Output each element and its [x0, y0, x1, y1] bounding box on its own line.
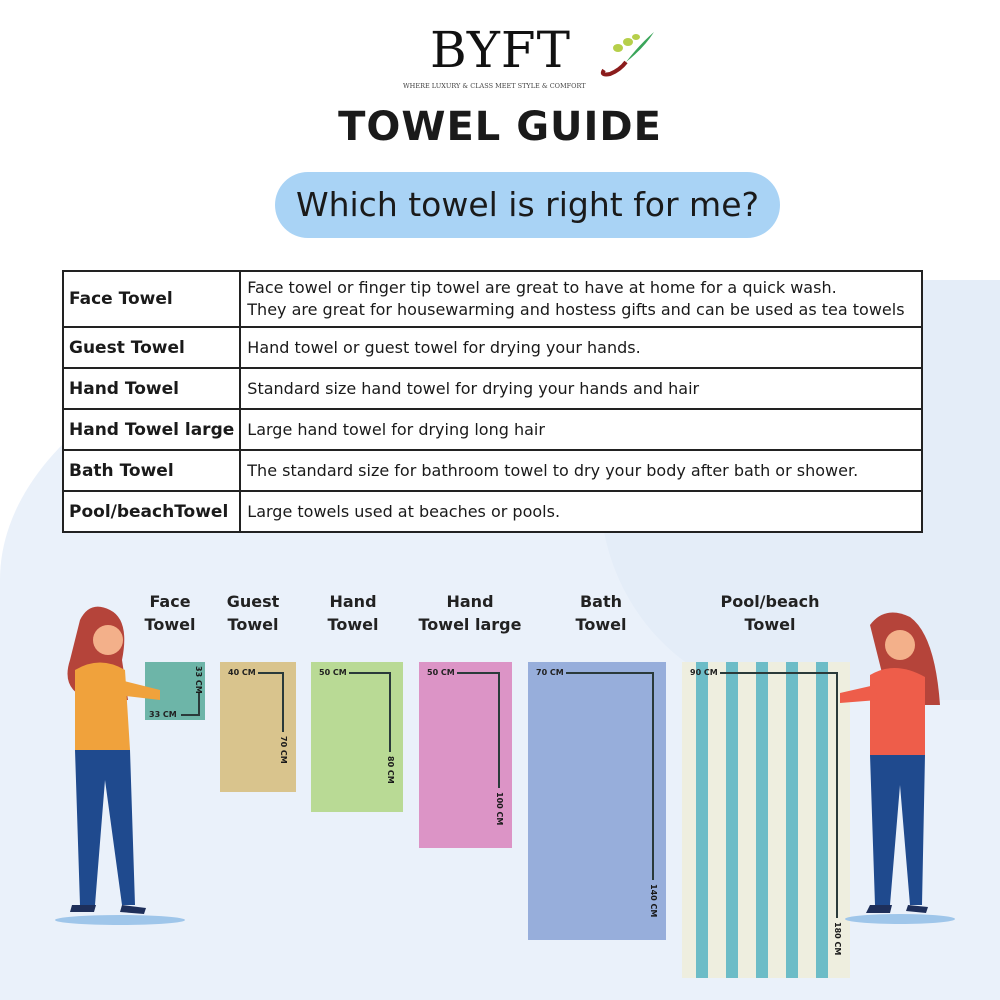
towel-label-line: Face	[149, 592, 191, 611]
towel-stripe	[816, 662, 828, 978]
towel-label-line: Hand	[329, 592, 377, 611]
dimension-line	[720, 672, 838, 674]
dimension-line	[498, 672, 500, 788]
towel-table: Face Towel Face towel or finger tip towel…	[61, 270, 923, 533]
towel-label-line: Towel	[144, 615, 196, 634]
towel-5: 90 CM 180 CM	[682, 662, 850, 978]
towel-label-line: Guest	[226, 592, 280, 611]
towel-description: Hand towel or guest towel for drying you…	[239, 326, 923, 369]
table-row: Guest Towel Hand towel or guest towel for…	[61, 326, 923, 369]
brand-logo: BYFT	[430, 21, 571, 79]
towel-label-line: Pool/beach	[720, 592, 820, 611]
towel-name: Face Towel	[61, 270, 242, 328]
towel-name: Pool/beachTowel	[61, 490, 242, 533]
towel-stripe	[726, 662, 738, 978]
towel-description: Face towel or finger tip towel are great…	[239, 270, 923, 328]
towel-label: Bath Towel	[531, 590, 671, 636]
woman-right-illustration	[840, 612, 955, 924]
dimension-line	[181, 714, 199, 716]
towel-label-line: Hand	[446, 592, 494, 611]
towel-label-line: Towel	[744, 615, 796, 634]
description-line: The standard size for bathroom towel to …	[247, 460, 859, 480]
towel-label: Guest Towel	[183, 590, 323, 636]
towel-label-line: Towel	[575, 615, 627, 634]
table-row: Hand Towel Standard size hand towel for d…	[61, 367, 923, 410]
towel-stripe	[756, 662, 768, 978]
towel-stripe	[696, 662, 708, 978]
height-label: 70 CM	[279, 736, 288, 764]
woman-left-illustration	[55, 606, 185, 925]
towel-label-line: Towel large	[418, 615, 522, 634]
towel-label: Hand Towel	[283, 590, 423, 636]
dimension-line	[457, 672, 500, 674]
height-label: 80 CM	[386, 756, 395, 784]
description-line: Standard size hand towel for drying your…	[247, 378, 700, 398]
towel-label: Face Towel	[100, 590, 240, 636]
towel-name: Hand Towel	[61, 367, 242, 410]
width-label: 90 CM	[690, 668, 718, 677]
towel-label-line: Towel	[327, 615, 379, 634]
towel-4: 70 CM 140 CM	[528, 662, 666, 940]
description-line: They are great for housewarming and host…	[247, 300, 905, 319]
towel-label: Hand Towel large	[400, 590, 540, 636]
brand-tagline: WHERE LUXURY & CLASS MEET STYLE & COMFOR…	[403, 82, 586, 90]
dimension-line	[198, 692, 200, 716]
dimension-line	[836, 672, 838, 918]
dimension-line	[349, 672, 391, 674]
towel-label: Pool/beach Towel	[700, 590, 840, 636]
table-row: Bath Towel The standard size for bathroom…	[61, 449, 923, 492]
towel-label-line: Towel	[227, 615, 279, 634]
towel-2: 50 CM 80 CM	[311, 662, 403, 812]
width-label: 50 CM	[427, 668, 455, 677]
towel-label-line: Bath	[579, 592, 623, 611]
towel-1: 40 CM 70 CM	[220, 662, 296, 792]
table-row: Face Towel Face towel or finger tip towel…	[61, 270, 923, 328]
towel-description: Large towels used at beaches or pools.	[239, 490, 923, 533]
towel-name: Guest Towel	[61, 326, 242, 369]
description-line: Hand towel or guest towel for drying you…	[247, 337, 641, 357]
towel-description: Large hand towel for drying long hair	[239, 408, 923, 451]
height-label: 140 CM	[649, 884, 658, 918]
dimension-line	[389, 672, 391, 752]
height-label: 100 CM	[495, 792, 504, 826]
width-label: 40 CM	[228, 668, 256, 677]
width-label: 70 CM	[536, 668, 564, 677]
table-row: Pool/beachTowel Large towels used at beac…	[61, 490, 923, 533]
towel-stripe	[786, 662, 798, 978]
description-line: Large hand towel for drying long hair	[247, 419, 545, 439]
dimension-line	[652, 672, 654, 880]
towel-name: Hand Towel large	[61, 408, 242, 451]
table-row: Hand Towel large Large hand towel for dry…	[61, 408, 923, 451]
page-title: TOWEL GUIDE	[338, 104, 662, 150]
towel-name: Bath Towel	[61, 449, 242, 492]
towel-3: 50 CM 100 CM	[419, 662, 512, 848]
towel-description: The standard size for bathroom towel to …	[239, 449, 923, 492]
towel-description: Standard size hand towel for drying your…	[239, 367, 923, 410]
dimension-line	[282, 672, 284, 732]
question-banner: Which towel is right for me?	[275, 172, 780, 238]
leaf-icon	[600, 32, 654, 77]
width-label: 50 CM	[319, 668, 347, 677]
description-line: Face towel or finger tip towel are great…	[247, 278, 837, 297]
dimension-line	[258, 672, 284, 674]
width-label: 33 CM	[149, 710, 177, 719]
dimension-line	[566, 672, 654, 674]
description-line: Large towels used at beaches or pools.	[247, 501, 561, 521]
